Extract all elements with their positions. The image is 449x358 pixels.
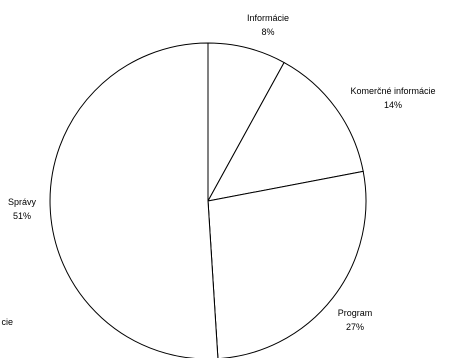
- pie-slice-1: [207, 61, 364, 202]
- label-program-value: 27%: [346, 322, 364, 332]
- label-spravy-name: Správy: [8, 197, 37, 207]
- pie-slice-4: [49, 42, 219, 358]
- label-program-name: Program: [338, 308, 373, 318]
- label-spravy-value: 51%: [13, 211, 31, 221]
- label-informacie-value: 8%: [261, 27, 274, 37]
- label-partial-cut-off: cie: [1, 317, 13, 327]
- pie-slices: [49, 42, 367, 358]
- pie-slice-2: [207, 170, 367, 358]
- label-informacie-name: Informácie: [247, 13, 289, 23]
- label-komercne-name: Komerčné informácie: [350, 86, 435, 96]
- label-komercne-value: 14%: [384, 100, 402, 110]
